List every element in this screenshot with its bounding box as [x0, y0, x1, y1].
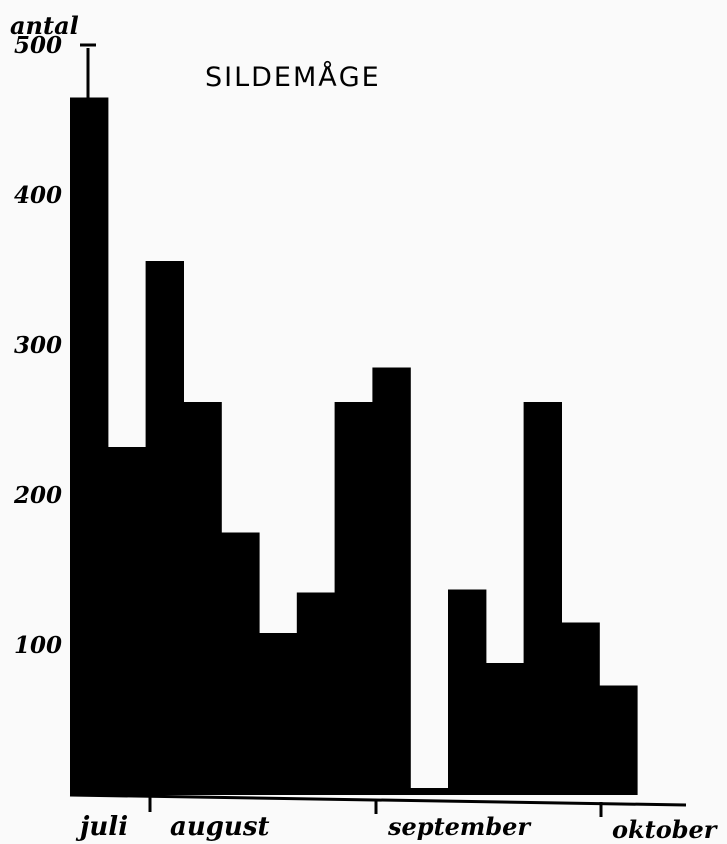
- bar-12: [485, 663, 525, 795]
- y-ticks-group: 100 200 300 400 500: [13, 32, 96, 659]
- x-axis-line: [69, 793, 687, 807]
- bar-6: [259, 633, 298, 795]
- month-label-july: juli: [75, 812, 128, 842]
- month-label-september: september: [387, 812, 532, 841]
- bar-14: [561, 622, 600, 795]
- bar-8: [334, 402, 373, 795]
- y-tick-label: 400: [14, 182, 62, 209]
- bar-2: [107, 447, 147, 795]
- bar-13: [523, 402, 562, 795]
- y-tick-label: 200: [13, 482, 62, 509]
- y-tick-label: 300: [14, 332, 62, 359]
- bar-4: [183, 402, 222, 795]
- bar-5: [221, 532, 260, 795]
- bars-group: [70, 97, 638, 795]
- month-label-august: august: [170, 812, 269, 842]
- y-axis-label: antal: [10, 11, 79, 40]
- bar-15: [599, 685, 638, 795]
- month-label-october: oktober: [612, 815, 719, 844]
- bar-3: [145, 261, 184, 795]
- y-tick-label: 500: [14, 32, 62, 59]
- bar-9: [372, 367, 411, 795]
- bar-10: [410, 788, 449, 795]
- bar-11: [448, 589, 487, 795]
- chart-title: SILDEMÅGE: [205, 61, 381, 93]
- y-tick-label: 100: [14, 632, 62, 659]
- bar-7: [296, 592, 336, 795]
- axes-group: [69, 48, 687, 817]
